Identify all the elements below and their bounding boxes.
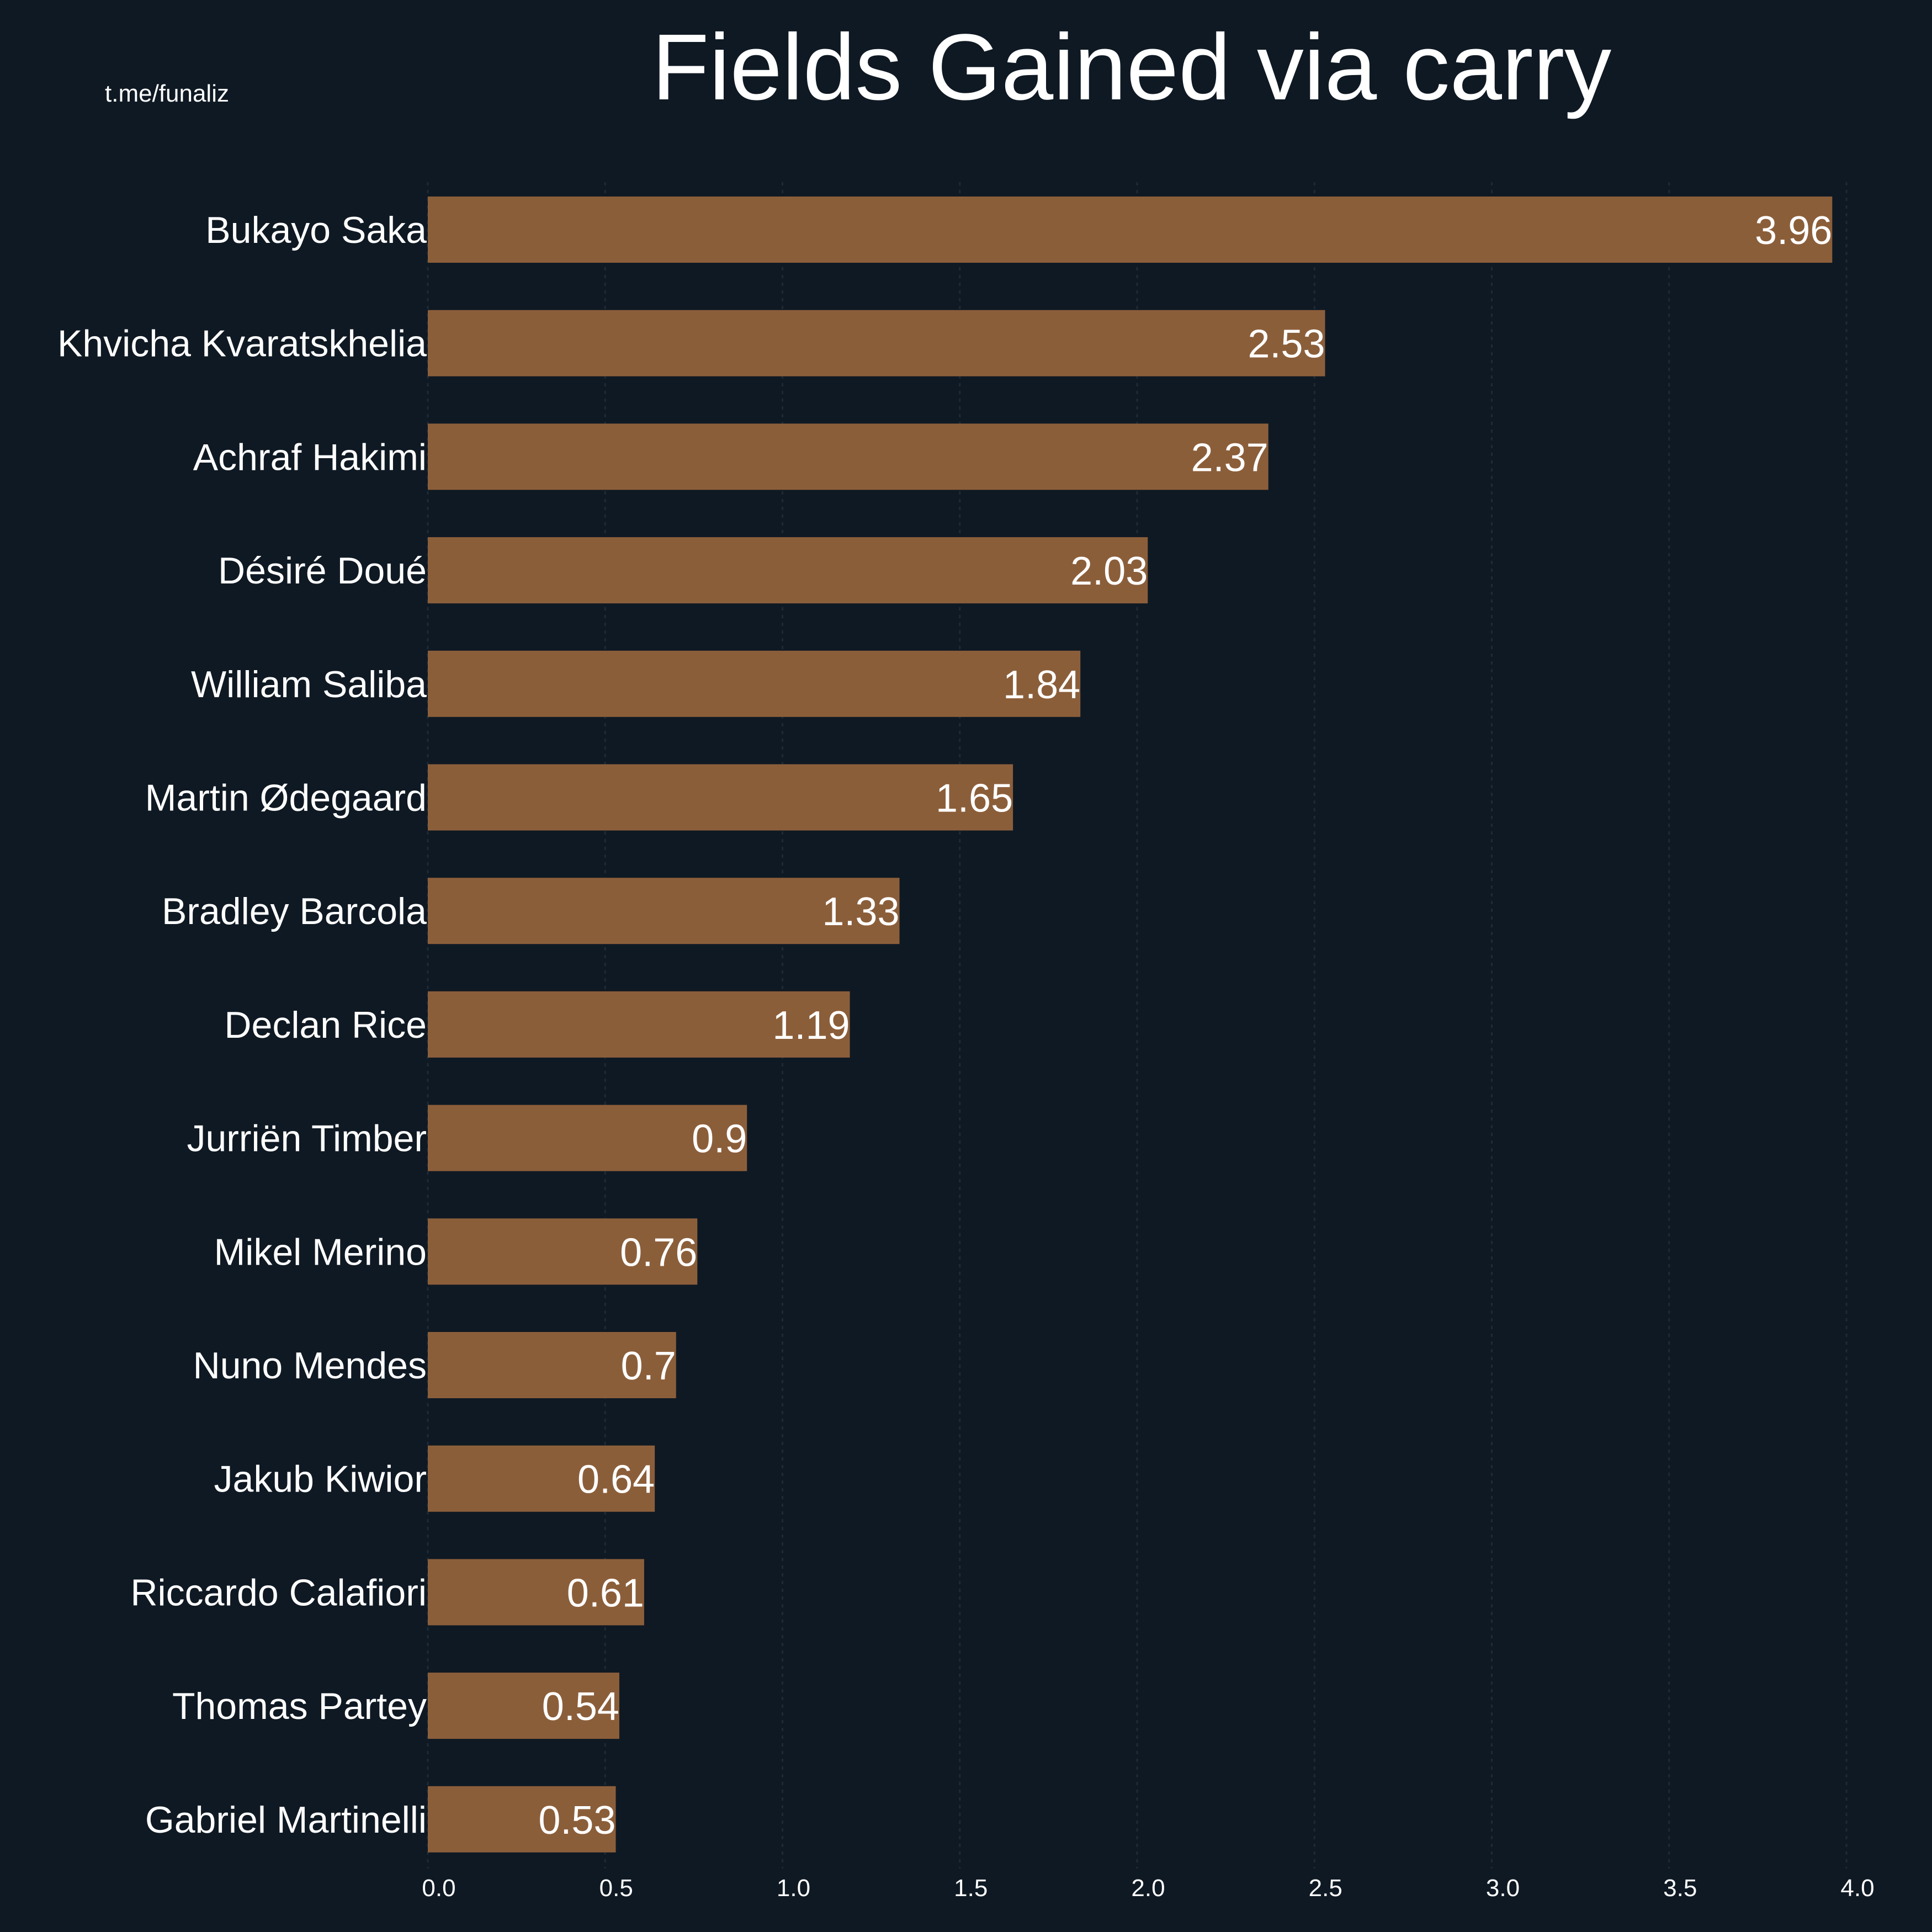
value-label: 2.03	[1070, 549, 1148, 593]
watermark: t.me/funaliz	[105, 80, 229, 107]
value-label: 0.76	[620, 1230, 697, 1275]
bar	[428, 1105, 747, 1171]
x-tick-label: 0.5	[599, 1875, 633, 1902]
value-label: 2.53	[1248, 322, 1325, 367]
category-label: Mikel Merino	[214, 1231, 427, 1273]
value-labels: 3.96 2.53 2.37 2.03 1.84 1.65 1.33 1.19 0.9 0.76 0…	[538, 209, 1832, 1843]
x-tick-label: 4.0	[1840, 1875, 1874, 1902]
value-label: 0.53	[538, 1798, 615, 1843]
x-tick-label: 2.5	[1309, 1875, 1342, 1902]
value-label: 1.65	[936, 777, 1013, 821]
category-label: Jurriën Timber	[187, 1118, 427, 1160]
bar	[428, 1445, 655, 1512]
bar	[428, 650, 1081, 717]
x-tick-label: 1.0	[777, 1875, 810, 1902]
value-label: 2.37	[1191, 436, 1268, 480]
value-label: 0.9	[692, 1117, 747, 1161]
bar	[428, 878, 900, 944]
x-axis-ticks: 0.0 0.5 1.0 1.5 2.0 2.5 3.0 3.5 4.0	[422, 1875, 1874, 1902]
value-label: 0.7	[621, 1344, 676, 1388]
bar	[428, 423, 1268, 490]
category-label: William Saliba	[191, 664, 427, 705]
bars	[428, 197, 1833, 1853]
category-label: Gabriel Martinelli	[145, 1799, 427, 1841]
bar	[428, 537, 1148, 604]
bar	[428, 764, 1013, 831]
value-label: 0.61	[567, 1571, 644, 1615]
bar	[428, 1673, 619, 1739]
x-tick-label: 0.0	[422, 1875, 455, 1902]
bar	[428, 1786, 616, 1853]
value-label: 0.54	[542, 1685, 619, 1729]
category-label: Riccardo Calafiori	[130, 1572, 427, 1613]
value-label: 3.96	[1755, 209, 1832, 253]
category-label: Jakub Kiwior	[214, 1458, 427, 1500]
value-label: 1.33	[822, 890, 899, 934]
bar	[428, 197, 1833, 263]
value-label: 1.84	[1003, 663, 1080, 707]
category-label: Désiré Doué	[218, 550, 427, 592]
bar	[428, 1218, 698, 1285]
x-tick-label: 3.5	[1663, 1875, 1697, 1902]
category-label: Thomas Partey	[172, 1685, 427, 1727]
category-label: Khvicha Kvaratskhelia	[57, 323, 427, 365]
x-tick-label: 2.0	[1131, 1875, 1165, 1902]
bar	[428, 1332, 676, 1398]
value-label: 1.19	[772, 1004, 850, 1048]
value-label: 0.64	[577, 1458, 655, 1502]
x-tick-label: 3.0	[1486, 1875, 1520, 1902]
bar	[428, 991, 850, 1058]
category-label: Bradley Barcola	[162, 890, 427, 932]
chart-title: Fields Gained via carry	[652, 15, 1611, 120]
category-labels: Bukayo Saka Khvicha Kvaratskhelia Achraf H…	[57, 209, 427, 1841]
category-label: Declan Rice	[224, 1004, 427, 1046]
x-tick-label: 1.5	[954, 1875, 988, 1902]
category-label: Nuno Mendes	[193, 1345, 427, 1387]
category-label: Martin Ødegaard	[145, 777, 427, 819]
bar	[428, 310, 1325, 376]
bar	[428, 1559, 644, 1626]
category-label: Bukayo Saka	[205, 209, 427, 251]
category-label: Achraf Hakimi	[193, 436, 427, 478]
